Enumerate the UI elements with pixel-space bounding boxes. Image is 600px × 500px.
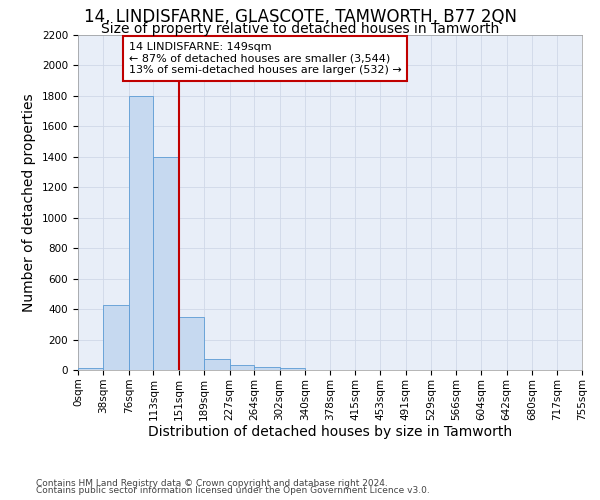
Bar: [179, 316, 204, 370]
Bar: [154, 157, 179, 370]
X-axis label: Distribution of detached houses by size in Tamworth: Distribution of detached houses by size …: [148, 426, 512, 440]
Text: 14, LINDISFARNE, GLASCOTE, TAMWORTH, B77 2QN: 14, LINDISFARNE, GLASCOTE, TAMWORTH, B77…: [83, 8, 517, 26]
Text: Contains public sector information licensed under the Open Government Licence v3: Contains public sector information licen…: [36, 486, 430, 495]
Text: 14 LINDISFARNE: 149sqm
← 87% of detached houses are smaller (3,544)
13% of semi-: 14 LINDISFARNE: 149sqm ← 87% of detached…: [129, 42, 401, 75]
Bar: [78, 368, 103, 370]
Bar: [204, 358, 230, 370]
Y-axis label: Number of detached properties: Number of detached properties: [22, 93, 37, 312]
Text: Contains HM Land Registry data © Crown copyright and database right 2024.: Contains HM Land Registry data © Crown c…: [36, 478, 388, 488]
Bar: [254, 367, 280, 370]
Bar: [280, 368, 305, 370]
Bar: [103, 306, 129, 370]
Bar: [129, 96, 154, 370]
Text: Size of property relative to detached houses in Tamworth: Size of property relative to detached ho…: [101, 22, 499, 36]
Bar: [230, 366, 254, 370]
